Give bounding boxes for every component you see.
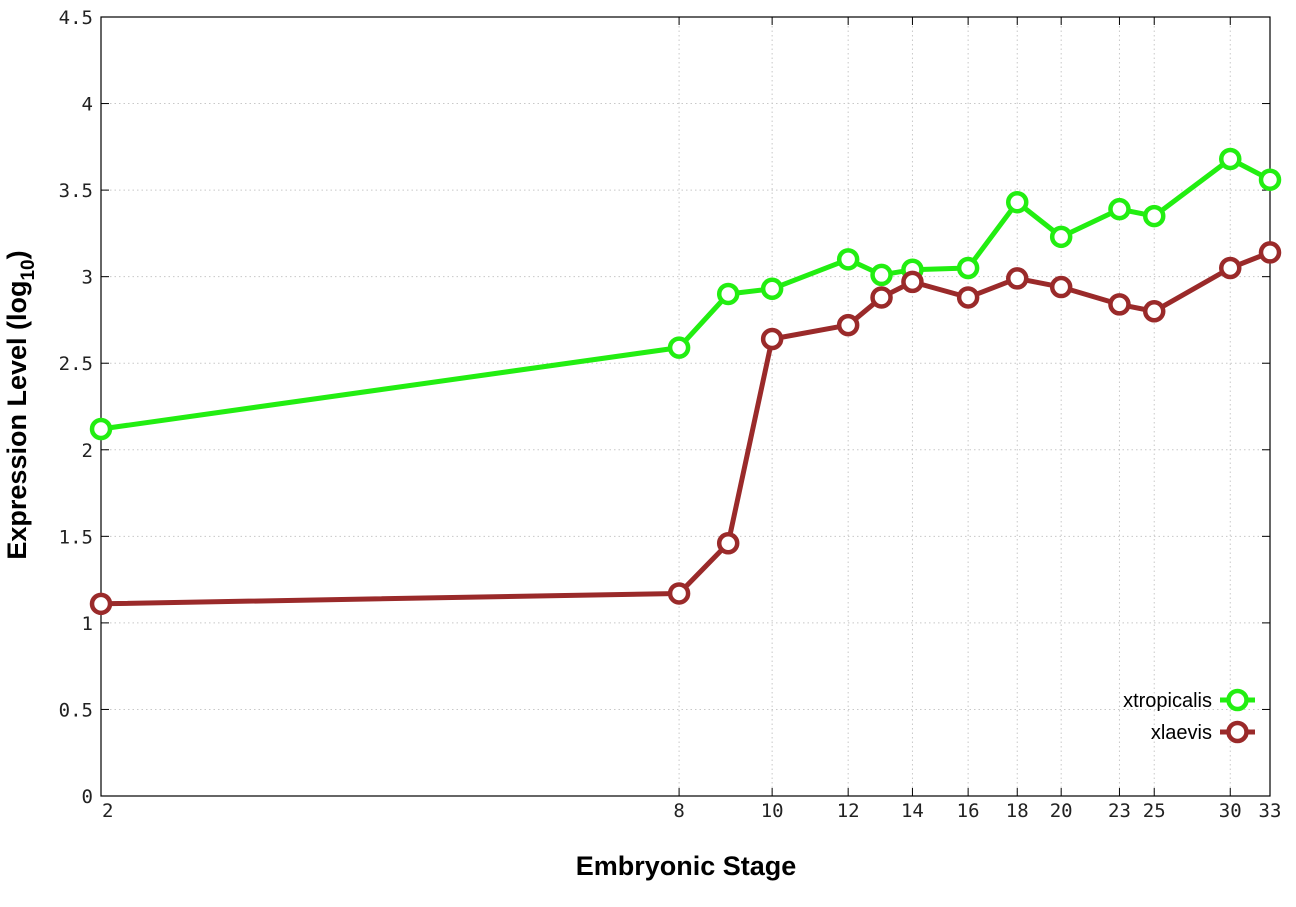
legend-label: xlaevis bbox=[1151, 722, 1212, 744]
data-point bbox=[1219, 147, 1242, 171]
legend-marker bbox=[1226, 688, 1249, 712]
y-tick-label: 1 bbox=[82, 613, 93, 635]
data-point bbox=[836, 313, 860, 337]
x-tick-label: 33 bbox=[1259, 800, 1282, 822]
data-point bbox=[1049, 225, 1073, 249]
x-tick-label: 23 bbox=[1108, 800, 1131, 822]
y-axis-title: Expression Level (log10) bbox=[2, 250, 39, 559]
y-tick-label: 3.5 bbox=[59, 180, 93, 202]
data-point bbox=[901, 270, 924, 294]
legend-marker bbox=[1226, 720, 1249, 744]
y-tick-label: 2 bbox=[82, 440, 93, 462]
data-point bbox=[716, 532, 740, 555]
data-point bbox=[89, 417, 113, 441]
x-tick-label: 25 bbox=[1143, 800, 1166, 822]
y-tick-label: 0.5 bbox=[59, 699, 93, 721]
data-point bbox=[716, 282, 740, 306]
axis-ticks: 0 0.5 1 1.5 2 2.5 3 3.5 4 4.5 2 8 10 12 14 16 18 20 23 25 30… bbox=[59, 7, 1282, 822]
x-tick-label: 14 bbox=[901, 800, 924, 822]
data-point bbox=[1258, 241, 1282, 264]
data-point bbox=[1005, 190, 1029, 214]
data-point bbox=[760, 327, 784, 351]
grid bbox=[101, 17, 1270, 796]
data-point bbox=[667, 582, 691, 605]
y-tick-label: 4.5 bbox=[59, 7, 93, 29]
x-tick-label: 16 bbox=[957, 800, 980, 822]
y-axis-title-main: Expression Level (log bbox=[2, 281, 32, 560]
data-point bbox=[1108, 197, 1131, 221]
data-point bbox=[1005, 267, 1029, 290]
data-point bbox=[1108, 293, 1131, 316]
x-axis-title: Embryonic Stage bbox=[576, 851, 797, 881]
legend-item-xlaevis: xlaevis bbox=[1151, 720, 1255, 744]
data-point bbox=[1142, 204, 1166, 228]
data-point bbox=[760, 277, 784, 301]
data-point bbox=[667, 336, 691, 359]
legend-item-xtropicalis: xtropicalis bbox=[1123, 688, 1255, 712]
data-point bbox=[1049, 275, 1073, 299]
y-axis-title-subscript: 10 bbox=[18, 259, 39, 280]
legend-label: xtropicalis bbox=[1123, 690, 1212, 712]
data-point bbox=[870, 286, 893, 309]
data-point bbox=[870, 263, 893, 287]
data-point bbox=[956, 286, 980, 309]
y-axis-title-close: ) bbox=[2, 250, 32, 259]
y-tick-label: 1.5 bbox=[59, 526, 93, 548]
y-tick-label: 4 bbox=[82, 94, 93, 116]
data-point bbox=[1258, 168, 1282, 191]
data-point bbox=[956, 256, 980, 280]
x-tick-label: 18 bbox=[1006, 800, 1029, 822]
x-tick-label: 2 bbox=[102, 800, 113, 822]
series-xtropicalis bbox=[89, 147, 1282, 441]
x-tick-label: 12 bbox=[837, 800, 860, 822]
y-tick-label: 2.5 bbox=[59, 353, 93, 375]
x-tick-label: 30 bbox=[1219, 800, 1242, 822]
series-xlaevis bbox=[89, 241, 1282, 616]
plot-frame bbox=[100, 16, 1271, 797]
x-tick-label: 10 bbox=[761, 800, 784, 822]
legend: xtropicalis xlaevis bbox=[1123, 688, 1255, 744]
data-point bbox=[1219, 256, 1242, 280]
series-line bbox=[100, 250, 1271, 607]
series-layer bbox=[89, 147, 1282, 616]
x-tick-label: 8 bbox=[673, 800, 684, 822]
data-point bbox=[1142, 300, 1166, 323]
data-point bbox=[836, 248, 860, 271]
x-tick-label: 20 bbox=[1050, 800, 1073, 822]
y-tick-label: 3 bbox=[82, 267, 93, 289]
y-tick-label: 0 bbox=[82, 786, 93, 808]
series-line bbox=[100, 156, 1272, 432]
data-point bbox=[89, 592, 113, 616]
